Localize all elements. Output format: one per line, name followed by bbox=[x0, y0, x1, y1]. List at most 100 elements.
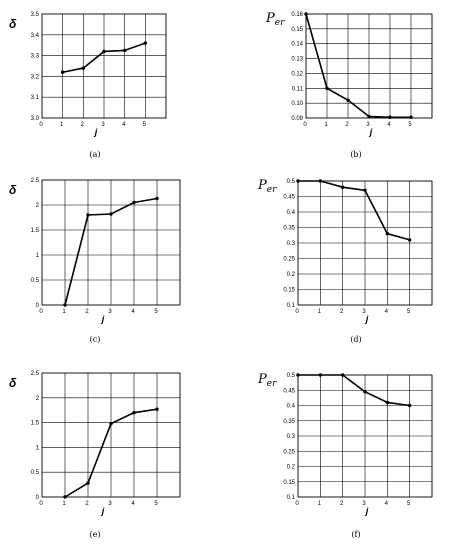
x-tick-label: 1 bbox=[60, 122, 64, 128]
chart-panel: 0 0.5 1 1.5 2 2.5 0 1 2 3 4 5 δ j (c) bbox=[9, 178, 181, 344]
y-axis-label-subscript: er bbox=[267, 379, 277, 389]
data-point bbox=[60, 70, 65, 74]
y-tick-label: 0.4 bbox=[287, 210, 296, 216]
y-tick-label: 0.11 bbox=[292, 86, 304, 92]
y-tick-label: 0.09 bbox=[291, 116, 303, 122]
y-axis-label-main: P bbox=[257, 178, 267, 193]
plot-frame bbox=[297, 180, 433, 306]
data-point bbox=[363, 188, 367, 192]
y-tick-label: 0.3 bbox=[287, 434, 296, 440]
y-axis-label-main: P bbox=[265, 11, 275, 26]
y-tick-label: 2 bbox=[36, 396, 40, 402]
x-tick-label: 1 bbox=[318, 501, 322, 507]
data-point bbox=[407, 403, 412, 408]
x-tick-label: 0 bbox=[295, 501, 299, 507]
x-tick-label: 5 bbox=[407, 309, 411, 315]
chart-panel: 0.1 0.15 0.2 0.25 0.3 0.35 0.4 0.45 0.5 0 1 2 3 4 5 Per… bbox=[257, 178, 433, 344]
panel-label: (e) bbox=[90, 530, 101, 539]
plot-frame bbox=[41, 372, 181, 498]
plot-frame bbox=[297, 374, 433, 498]
x-tick-label: 4 bbox=[131, 309, 135, 315]
y-axis-label-main: P bbox=[257, 372, 267, 387]
y-tick-label: 0.25 bbox=[283, 449, 295, 455]
data-point bbox=[385, 400, 390, 405]
x-tick-label: 1 bbox=[62, 309, 66, 315]
y-tick-label: 0.45 bbox=[283, 388, 295, 394]
y-tick-label: 0.4 bbox=[287, 404, 296, 410]
y-tick-label: 3.3 bbox=[31, 54, 40, 60]
y-axis-label: δ bbox=[9, 376, 17, 390]
y-tick-label: 3.0 bbox=[31, 116, 40, 122]
x-tick-label: 1 bbox=[62, 501, 66, 507]
plot-frame bbox=[41, 179, 181, 306]
y-tick-label: 0.14 bbox=[291, 42, 303, 48]
data-point bbox=[346, 98, 350, 102]
data-point bbox=[86, 481, 90, 485]
x-tick-label: 3 bbox=[362, 501, 366, 507]
panel-label: (a) bbox=[89, 150, 100, 159]
x-tick-label: 5 bbox=[154, 501, 158, 507]
x-tick-label: 3 bbox=[362, 309, 366, 315]
y-tick-label: 2 bbox=[36, 203, 40, 209]
data-point bbox=[132, 200, 136, 205]
y-tick-label: 0.5 bbox=[287, 179, 296, 185]
data-point bbox=[81, 66, 86, 70]
chart-panel: 0.1 0.15 0.2 0.25 0.3 0.35 0.4 0.45 0.5 0 1 2 3 4 5 Per… bbox=[257, 372, 433, 539]
x-tick-label: 2 bbox=[85, 501, 89, 507]
y-tick-label: 0.35 bbox=[283, 419, 295, 425]
y-tick-label: 0.5 bbox=[31, 470, 40, 476]
x-axis-label: j bbox=[369, 127, 373, 137]
data-point bbox=[155, 407, 159, 411]
y-axis-label: Per bbox=[257, 372, 277, 389]
x-tick-label: 2 bbox=[340, 501, 344, 507]
y-tick-label: 2.5 bbox=[31, 178, 40, 184]
data-point bbox=[340, 373, 345, 377]
y-tick-label: 0.10 bbox=[291, 101, 303, 107]
data-point bbox=[363, 390, 367, 394]
y-tick-label: 0.16 bbox=[291, 12, 303, 18]
y-tick-label: 0.5 bbox=[31, 278, 40, 284]
data-point bbox=[296, 373, 300, 377]
y-axis-label: Per bbox=[257, 178, 277, 195]
panel-label: (c) bbox=[90, 335, 101, 344]
y-tick-label: 1.5 bbox=[31, 228, 40, 234]
x-tick-label: 5 bbox=[408, 122, 412, 128]
x-tick-label: 5 bbox=[407, 501, 411, 507]
data-point bbox=[102, 49, 106, 54]
data-point bbox=[409, 115, 413, 119]
data-point bbox=[109, 421, 113, 426]
x-axis-label: j bbox=[101, 314, 105, 324]
x-tick-label: 1 bbox=[318, 309, 322, 315]
data-point bbox=[63, 303, 67, 307]
y-tick-label: 1 bbox=[36, 253, 40, 259]
y-tick-label: 1 bbox=[36, 445, 40, 451]
y-tick-label: 2.5 bbox=[31, 371, 40, 377]
y-tick-label: 1.5 bbox=[31, 421, 40, 427]
x-tick-label: 3 bbox=[101, 122, 105, 128]
x-tick-label: 0 bbox=[39, 309, 43, 315]
y-axis-label-subscript: er bbox=[267, 185, 277, 195]
y-tick-label: 0.2 bbox=[287, 465, 296, 471]
data-point bbox=[143, 41, 148, 45]
x-tick-label: 3 bbox=[108, 309, 112, 315]
x-tick-label: 4 bbox=[122, 122, 126, 128]
x-tick-label: 4 bbox=[385, 309, 389, 315]
panel-label: (f) bbox=[351, 530, 360, 539]
x-tick-label: 5 bbox=[143, 122, 147, 128]
y-tick-label: 3.1 bbox=[31, 95, 40, 101]
y-tick-label: 0.13 bbox=[291, 57, 303, 63]
x-tick-label: 3 bbox=[108, 501, 112, 507]
x-tick-label: 2 bbox=[345, 122, 349, 128]
y-tick-label: 0.45 bbox=[283, 195, 295, 201]
data-point bbox=[132, 410, 136, 415]
panel-label: (d) bbox=[350, 335, 361, 344]
x-tick-label: 4 bbox=[131, 501, 135, 507]
y-tick-label: 0.25 bbox=[283, 257, 295, 263]
x-tick-label: 0 bbox=[303, 122, 307, 128]
chart-panel: 0 0.5 1 1.5 2 2.5 0 1 2 3 4 5 δ j (e) bbox=[9, 371, 181, 539]
data-point bbox=[109, 212, 113, 216]
data-point bbox=[155, 196, 159, 201]
x-tick-label: 3 bbox=[366, 122, 370, 128]
y-axis-label: Per bbox=[265, 11, 285, 28]
